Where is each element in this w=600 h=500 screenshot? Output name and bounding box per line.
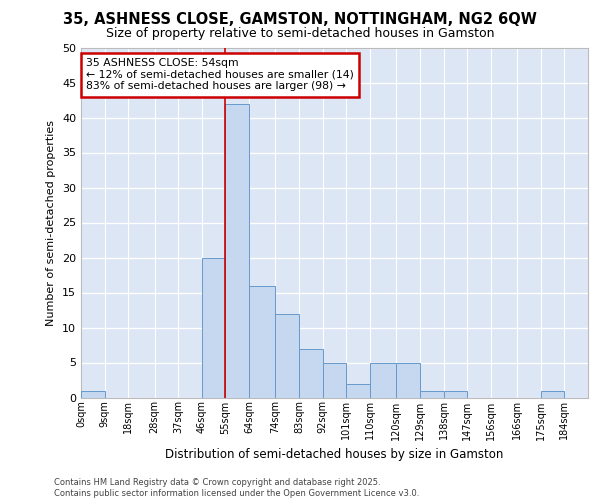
- Bar: [299, 348, 323, 398]
- Bar: [346, 384, 370, 398]
- Text: Contains HM Land Registry data © Crown copyright and database right 2025.
Contai: Contains HM Land Registry data © Crown c…: [54, 478, 419, 498]
- Bar: [443, 390, 467, 398]
- Bar: [275, 314, 299, 398]
- Bar: [202, 258, 226, 398]
- Bar: [323, 362, 346, 398]
- Bar: [541, 390, 565, 398]
- Bar: [396, 362, 420, 398]
- Text: 35 ASHNESS CLOSE: 54sqm
← 12% of semi-detached houses are smaller (14)
83% of se: 35 ASHNESS CLOSE: 54sqm ← 12% of semi-de…: [86, 58, 354, 91]
- Y-axis label: Number of semi-detached properties: Number of semi-detached properties: [46, 120, 56, 326]
- Bar: [226, 104, 249, 398]
- Bar: [81, 390, 104, 398]
- Bar: [370, 362, 396, 398]
- Text: Size of property relative to semi-detached houses in Gamston: Size of property relative to semi-detach…: [106, 28, 494, 40]
- Text: 35, ASHNESS CLOSE, GAMSTON, NOTTINGHAM, NG2 6QW: 35, ASHNESS CLOSE, GAMSTON, NOTTINGHAM, …: [63, 12, 537, 28]
- X-axis label: Distribution of semi-detached houses by size in Gamston: Distribution of semi-detached houses by …: [166, 448, 503, 461]
- Bar: [249, 286, 275, 398]
- Bar: [420, 390, 443, 398]
